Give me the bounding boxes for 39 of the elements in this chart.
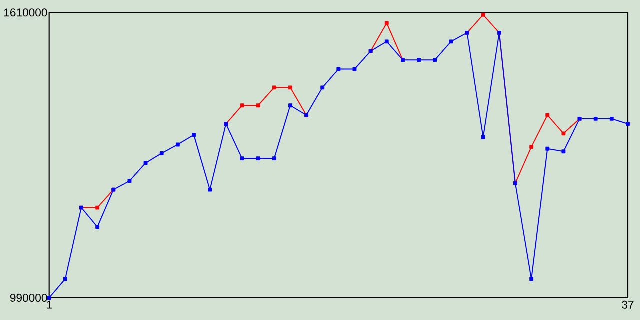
point — [320, 86, 325, 90]
point — [272, 86, 276, 90]
point — [626, 122, 630, 126]
point — [562, 132, 566, 136]
point — [384, 21, 389, 26]
point — [192, 133, 196, 138]
point — [530, 277, 534, 282]
point — [63, 277, 68, 282]
point — [546, 146, 550, 151]
point — [594, 117, 598, 121]
point — [417, 58, 422, 62]
point — [96, 225, 100, 230]
point — [546, 113, 550, 118]
point — [176, 142, 180, 147]
x-tick-label: 37 — [622, 300, 634, 309]
point — [96, 206, 100, 210]
x-tick-label: 1 — [47, 300, 52, 309]
point — [481, 135, 486, 140]
point — [481, 13, 486, 17]
point — [208, 188, 212, 192]
point — [433, 58, 438, 62]
point — [288, 86, 292, 90]
point — [384, 40, 389, 44]
point — [160, 152, 164, 156]
point — [288, 104, 292, 108]
point — [128, 179, 132, 184]
point — [530, 145, 534, 150]
point — [240, 104, 244, 108]
point — [272, 156, 276, 161]
point — [256, 156, 260, 161]
y-tick-label: 990000 — [10, 294, 48, 302]
point — [240, 156, 244, 161]
point — [449, 40, 454, 44]
point — [610, 117, 614, 121]
point — [562, 150, 566, 154]
point — [256, 104, 260, 108]
point — [336, 67, 341, 72]
y-tick-label: 1610000 — [4, 8, 48, 17]
point — [144, 161, 148, 166]
